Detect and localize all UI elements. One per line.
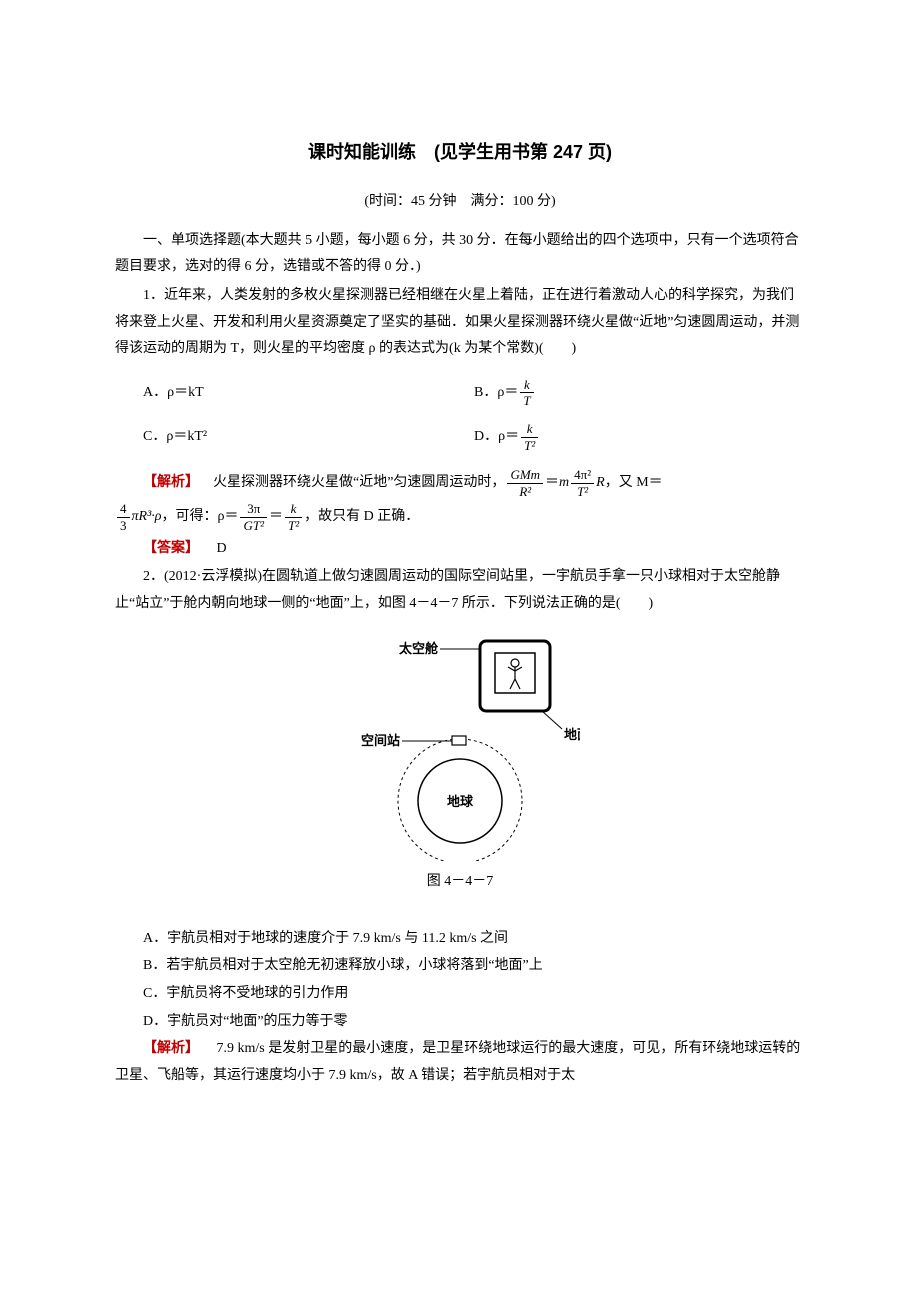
eq-equals-1: ＝ <box>545 470 559 497</box>
q1-option-d: D．ρ＝ k T² <box>474 421 805 453</box>
q2-analysis: 【解析】 7.9 km/s 是发射卫星的最小速度，是卫星环绕地球运行的最大速度，… <box>115 1036 805 1089</box>
q2-figure: 地球 太空舱空间站 地面 图 4－4－7 <box>115 631 805 896</box>
q1-eq3-frac: 4 3 <box>117 501 130 533</box>
q2-option-d: D．宇航员对“地面”的压力等于零 <box>115 1009 805 1036</box>
q1-optA-text: A．ρ＝kT <box>143 380 204 407</box>
q1-analysis-text-1: 火星探测器环绕火星做“近地”匀速圆周运动时， <box>199 470 505 497</box>
q1-eq5-den: T² <box>285 518 302 534</box>
q1-optB-prefix: B．ρ＝ <box>474 380 518 407</box>
page-subtitle: (时间：45 分钟 满分：100 分) <box>115 189 805 216</box>
figure-caption: 图 4－4－7 <box>115 869 805 896</box>
q1-option-b: B．ρ＝ k T <box>474 377 805 409</box>
q1-optD-num: k <box>521 421 538 438</box>
answer-label: 【答案】 <box>143 541 199 556</box>
q2-option-b: B．若宇航员相对于太空舱无初速释放小球，小球将落到“地面”上 <box>115 953 805 980</box>
q1-eq4-den: GT² <box>240 518 267 534</box>
q1-answer: D <box>203 541 227 556</box>
eq-m: m <box>559 470 569 497</box>
q2-option-c: C．宇航员将不受地球的引力作用 <box>115 981 805 1008</box>
svg-text:太空舱: 太空舱 <box>398 641 439 656</box>
q1-optC-text: C．ρ＝kT² <box>143 424 207 451</box>
svg-text:地面: 地面 <box>564 727 580 742</box>
q1-analysis-line2: 4 3 πR³·ρ ，可得：ρ＝ 3π GT² ＝ k T² ，故只有 D 正确… <box>115 501 805 533</box>
svg-text:空间站: 空间站 <box>361 733 400 748</box>
q1-optD-prefix: D．ρ＝ <box>474 424 519 451</box>
eq-equals-2: ＝ <box>269 504 283 531</box>
q1-eq1-frac: GMm R² <box>507 467 543 499</box>
q1-options: A．ρ＝kT B．ρ＝ k T C．ρ＝kT² D．ρ＝ k T² <box>115 371 805 459</box>
section-1-heading: 一、单项选择题(本大题共 5 小题，每小题 6 分，共 30 分．在每小题给出的… <box>115 228 805 281</box>
q1-eq1-den: R² <box>507 484 543 500</box>
q1-eq4-frac: 3π GT² <box>240 501 267 533</box>
q1-analysis-text-3: ，可得：ρ＝ <box>161 504 238 531</box>
q1-answer-line: 【答案】 D <box>115 536 805 563</box>
q1-analysis: 【解析】 火星探测器环绕火星做“近地”匀速圆周运动时， GMm R² ＝ m 4… <box>115 467 805 499</box>
q1-eq3-den: 3 <box>117 518 130 534</box>
q1-eq4-num: 3π <box>240 501 267 518</box>
svg-text:地球: 地球 <box>447 794 474 809</box>
q1-stem: 1．近年来，人类发射的多枚火星探测器已经相继在火星上着陆，正在进行着激动人心的科… <box>115 283 805 363</box>
q1-eq5-frac: k T² <box>285 501 302 533</box>
q1-analysis-text-4: ，故只有 D 正确． <box>304 504 419 531</box>
q1-eq1-num: GMm <box>507 467 543 484</box>
q1-eq3-num: 4 <box>117 501 130 518</box>
q2-analysis-text: 7.9 km/s 是发射卫星的最小速度，是卫星环绕地球运行的最大速度，可见，所有… <box>115 1041 800 1083</box>
q1-option-c: C．ρ＝kT² <box>143 421 474 453</box>
eq-R: R <box>596 470 605 497</box>
page-title: 课时知能训练 (见学生用书第 247 页) <box>115 135 805 169</box>
q2-stem: 2．(2012·云浮模拟)在圆轨道上做匀速圆周运动的国际空间站里，一宇航员手拿一… <box>115 564 805 617</box>
eq-piR3rho: πR³·ρ <box>132 504 162 531</box>
q1-optB-num: k <box>520 377 533 394</box>
q1-optD-den: T² <box>521 438 538 454</box>
q1-eq5-num: k <box>285 501 302 518</box>
q1-analysis-text-2: ，又 M＝ <box>605 470 663 497</box>
q1-optB-den: T <box>520 393 533 409</box>
q1-eq2-num: 4π² <box>571 467 594 484</box>
q1-eq2-frac: 4π² T² <box>571 467 594 499</box>
analysis-label: 【解析】 <box>143 470 199 497</box>
analysis-label-2: 【解析】 <box>143 1041 199 1056</box>
q1-option-a: A．ρ＝kT <box>143 377 474 409</box>
q1-optB-frac: k T <box>520 377 533 409</box>
figure-4-4-7: 地球 太空舱空间站 地面 <box>340 631 580 861</box>
q1-eq2-den: T² <box>571 484 594 500</box>
q2-option-a: A．宇航员相对于地球的速度介于 7.9 km/s 与 11.2 km/s 之间 <box>115 926 805 953</box>
q1-optD-frac: k T² <box>521 421 538 453</box>
